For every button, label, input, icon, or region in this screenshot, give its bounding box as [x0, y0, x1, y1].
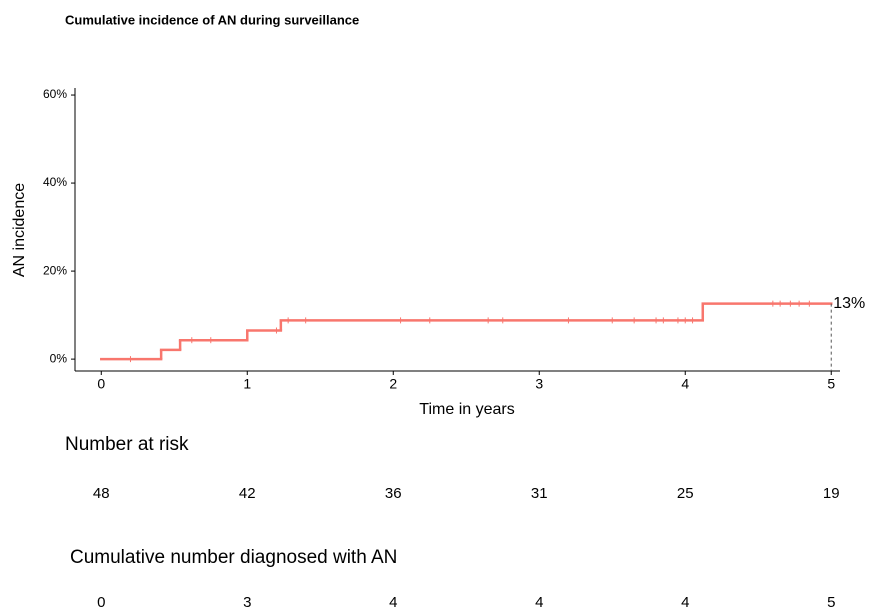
risk-table-title: Number at risk	[65, 434, 189, 455]
risk-table-value: 4	[389, 594, 397, 611]
y-axis-label: AN incidence	[11, 183, 28, 277]
y-tick-label: 40%	[43, 175, 67, 189]
risk-table-value: 48	[93, 485, 110, 502]
risk-table-value: 5	[827, 594, 835, 611]
x-tick-label: 1	[243, 376, 251, 392]
chart-title: Cumulative incidence of AN during survei…	[65, 12, 359, 27]
y-tick-label: 0%	[50, 351, 68, 365]
x-tick-label: 4	[681, 376, 689, 392]
risk-table-value: 25	[677, 485, 694, 502]
risk-table-value: 3	[243, 594, 251, 611]
x-tick-label: 5	[827, 376, 835, 392]
y-tick-label: 20%	[43, 263, 67, 277]
x-tick-label: 0	[97, 376, 105, 392]
risk-table-value: 4	[535, 594, 543, 611]
risk-table-value: 4	[681, 594, 689, 611]
risk-table-value: 31	[531, 485, 548, 502]
end-label: 13%	[833, 295, 865, 312]
x-axis-label: Time in years	[419, 401, 514, 418]
x-tick-label: 2	[389, 376, 397, 392]
x-tick-label: 3	[535, 376, 543, 392]
risk-table-title: Cumulative number diagnosed with AN	[70, 547, 397, 568]
risk-table-value: 42	[239, 485, 256, 502]
risk-table-value: 0	[97, 594, 105, 611]
risk-table-value: 19	[823, 485, 840, 502]
risk-table-value: 36	[385, 485, 402, 502]
y-tick-label: 60%	[43, 87, 67, 101]
